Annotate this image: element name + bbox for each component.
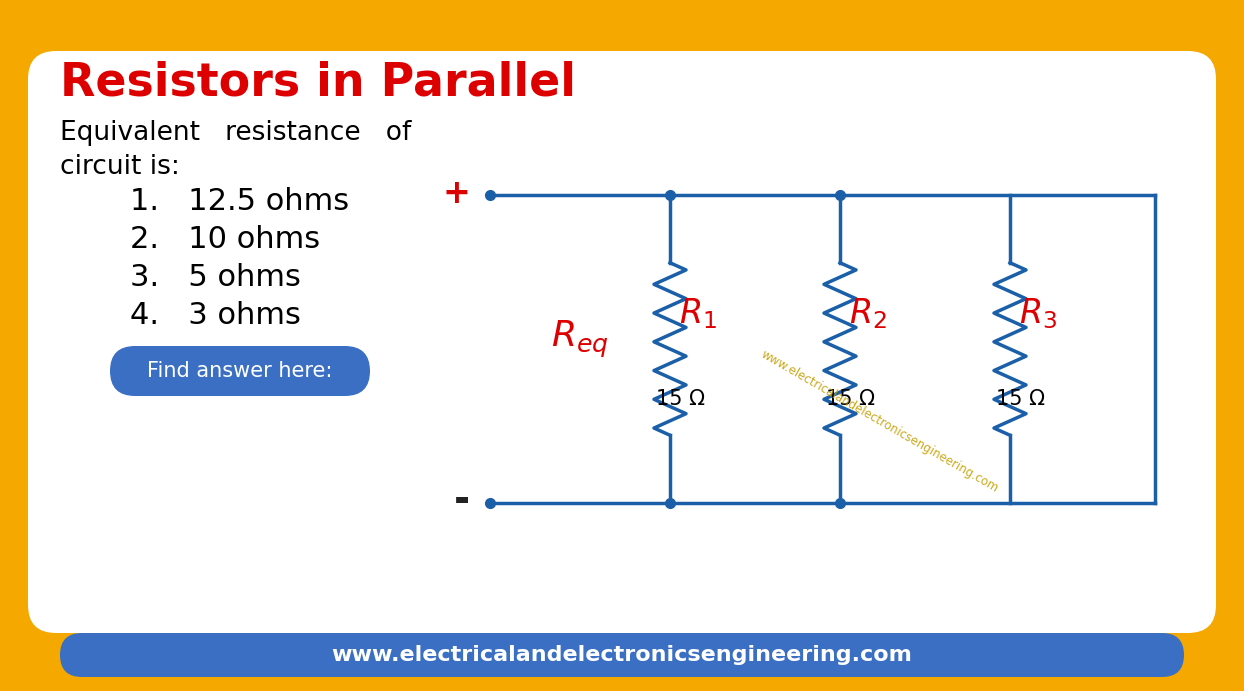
Text: -: - [454, 482, 470, 520]
Text: Find answer here:: Find answer here: [147, 361, 332, 381]
Text: www.electricalandelectronicsengineering.com: www.electricalandelectronicsengineering.… [759, 348, 1001, 495]
Text: 1.   12.5 ohms: 1. 12.5 ohms [131, 187, 350, 216]
Text: Resistors in Parallel: Resistors in Parallel [60, 61, 576, 106]
Text: 15 Ω: 15 Ω [656, 389, 704, 409]
Text: www.electricalandelectronicsengineering.com: www.electricalandelectronicsengineering.… [332, 645, 912, 665]
Text: $R_{eq}$: $R_{eq}$ [551, 319, 608, 359]
Text: +: + [442, 176, 470, 209]
Text: $R_1$: $R_1$ [679, 296, 717, 332]
Text: $R_2$: $R_2$ [850, 296, 887, 332]
Text: 15 Ω: 15 Ω [995, 389, 1045, 409]
Text: $R_3$: $R_3$ [1019, 296, 1057, 332]
Text: 2.   10 ohms: 2. 10 ohms [131, 225, 320, 254]
Text: circuit is:: circuit is: [60, 154, 180, 180]
FancyBboxPatch shape [60, 633, 1184, 677]
FancyBboxPatch shape [29, 51, 1215, 633]
Text: 15 Ω: 15 Ω [826, 389, 875, 409]
Text: Equivalent   resistance   of: Equivalent resistance of [60, 120, 412, 146]
FancyBboxPatch shape [109, 346, 369, 396]
Text: 4.   3 ohms: 4. 3 ohms [131, 301, 301, 330]
Text: 3.   5 ohms: 3. 5 ohms [131, 263, 301, 292]
